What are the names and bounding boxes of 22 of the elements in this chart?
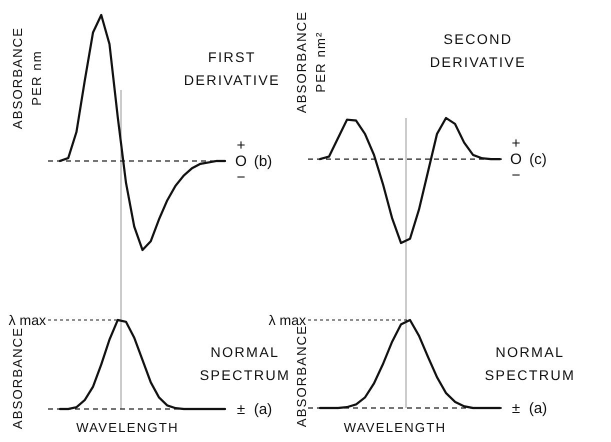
text: +: [512, 135, 521, 152]
text: −: [236, 168, 246, 186]
text: (c): [529, 151, 547, 168]
y-axis-title: ABSORBANCE PER nm²: [294, 10, 328, 114]
text: ±: [236, 401, 246, 418]
chart-title: SECOND DERIVATIVE: [430, 31, 526, 70]
text: FIRST DERIVATIVE: [184, 49, 280, 88]
text: −: [512, 167, 521, 184]
text: (a): [254, 401, 272, 418]
y-axis-title: ABSORBANCE: [10, 326, 25, 430]
text: O: [510, 151, 522, 168]
text: (b): [254, 152, 272, 170]
text: ±: [512, 400, 520, 417]
text: λ max: [8, 312, 46, 328]
text: NORMAL SPECTRUM: [200, 344, 290, 383]
text: (a): [528, 400, 548, 417]
text: NORMAL SPECTRUM: [484, 344, 576, 383]
y-axis-title: ABSORBANCE PER nm: [10, 26, 44, 130]
text: O: [235, 152, 247, 170]
x-axis-title: WAVELENGTH: [76, 420, 179, 435]
text: +: [236, 136, 246, 154]
x-axis-title: WAVELENGTH: [344, 420, 446, 435]
